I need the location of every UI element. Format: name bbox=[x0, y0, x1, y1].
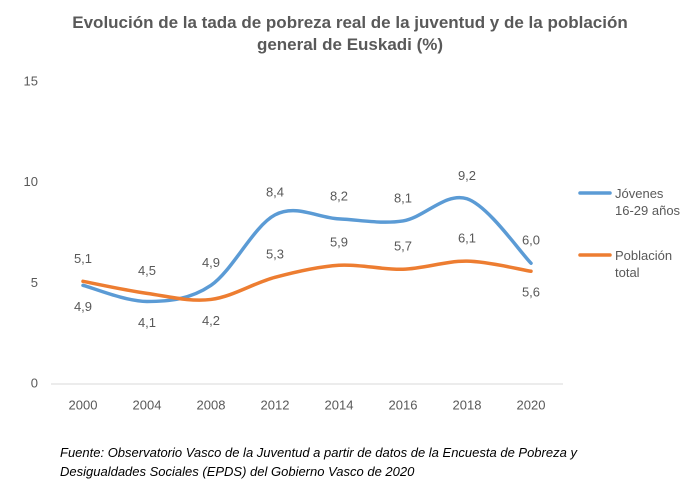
line bbox=[81, 195, 533, 304]
data-label: 8,4 bbox=[266, 184, 284, 199]
data-label: 4,5 bbox=[138, 263, 156, 278]
chart-title: Evolución de la tada de pobreza real de … bbox=[72, 13, 628, 54]
x-tick-label: 2008 bbox=[197, 397, 226, 412]
x-tick-label: 2012 bbox=[261, 397, 290, 412]
data-label: 4,1 bbox=[138, 315, 156, 330]
data-label: 5,1 bbox=[74, 251, 92, 266]
data-label: 5,3 bbox=[266, 247, 284, 262]
line bbox=[81, 259, 533, 302]
y-tick-label: 15 bbox=[24, 73, 38, 88]
x-tick-label: 2020 bbox=[517, 397, 546, 412]
x-tick-label: 2014 bbox=[325, 397, 354, 412]
y-tick-label: 0 bbox=[31, 375, 38, 390]
legend-label: Población total bbox=[615, 248, 673, 280]
source-note: Fuente: Observatorio Vasco de la Juventu… bbox=[60, 445, 577, 479]
x-tick-label: 2016 bbox=[389, 397, 418, 412]
data-label: 6,0 bbox=[522, 233, 540, 248]
data-label: 4,9 bbox=[74, 299, 92, 314]
y-tick-label: 10 bbox=[24, 174, 38, 189]
x-tick-label: 2000 bbox=[69, 397, 98, 412]
data-label: 8,1 bbox=[394, 190, 412, 205]
data-label: 4,9 bbox=[202, 255, 220, 270]
data-label: 5,6 bbox=[522, 285, 540, 300]
data-label: 6,1 bbox=[458, 231, 476, 246]
data-label: 5,7 bbox=[394, 239, 412, 254]
x-tick-label: 2018 bbox=[453, 397, 482, 412]
y-tick-label: 5 bbox=[31, 275, 38, 290]
data-label: 8,2 bbox=[330, 188, 348, 203]
data-label: 5,9 bbox=[330, 235, 348, 250]
data-label: 4,2 bbox=[202, 313, 220, 328]
legend-label: Jóvenes 16-29 años bbox=[615, 186, 681, 218]
x-tick-label: 2004 bbox=[133, 397, 162, 412]
data-label: 9,2 bbox=[458, 168, 476, 183]
